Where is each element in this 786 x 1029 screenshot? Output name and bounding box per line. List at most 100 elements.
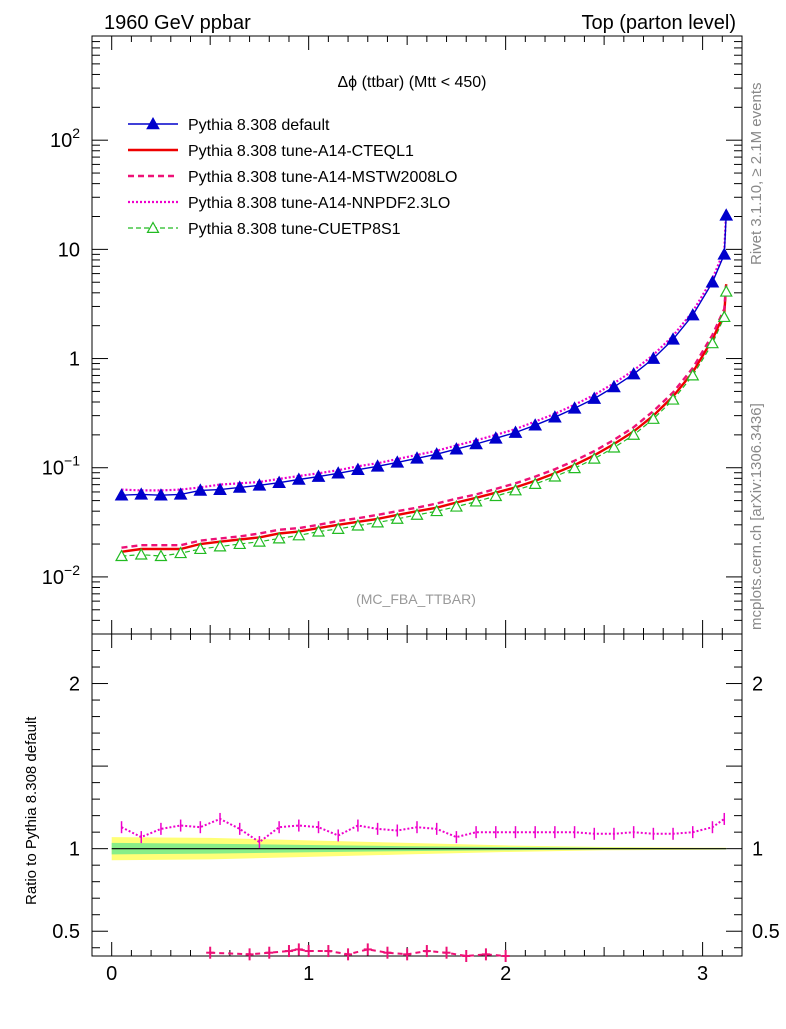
point-cuetp8s1: [134, 547, 148, 560]
point-cuetp8s1: [154, 549, 168, 562]
point-cuetp8s1: [390, 512, 404, 524]
legend: Pythia 8.308 default Pythia 8.308 tune-A1…: [128, 116, 457, 238]
point-cuetp8s1: [311, 524, 326, 537]
series-line-cuetp8s1: [121, 291, 727, 557]
y-tick-label: 10: [58, 239, 80, 261]
point-default: [213, 482, 227, 495]
ratio-y-tick-label: 1: [69, 839, 80, 861]
point-default: [607, 379, 621, 393]
point-default: [370, 459, 385, 472]
point-cuetp8s1: [272, 531, 286, 544]
ratio-frame: [91, 633, 743, 957]
ratio-ylabel: Ratio to Pythia 8.308 default: [23, 716, 40, 905]
ratio-y-tick-label-right: 1: [752, 839, 763, 861]
ratio-y-tick-label: 0.5: [52, 921, 80, 943]
legend-label-nnpdf: Pythia 8.308 tune-A14-NNPDF2.3LO: [188, 195, 450, 212]
x-tick-label: 0: [106, 963, 117, 985]
point-default: [528, 418, 543, 431]
point-cuetp8s1: [213, 539, 227, 552]
point-default: [717, 247, 732, 260]
point-default: [173, 487, 188, 500]
legend-label-default: Pythia 8.308 default: [188, 117, 330, 134]
point-default: [272, 475, 286, 488]
main-plot: 10−2 10−1 1 10 102: [42, 35, 743, 635]
point-cuetp8s1: [449, 499, 463, 512]
x-tick-label: 3: [697, 963, 708, 985]
point-default: [429, 447, 444, 460]
point-cuetp8s1: [568, 461, 582, 474]
point-default: [410, 451, 424, 464]
point-default: [193, 483, 208, 496]
point-cuetp8s1: [292, 528, 306, 541]
point-default: [291, 472, 306, 485]
point-default: [646, 351, 661, 364]
mcplots-label: mcplots.cern.ch [arXiv:1306.3436]: [748, 403, 765, 630]
ratio-y-tick-label: 2: [69, 674, 80, 696]
legend-label-mstw: Pythia 8.308 tune-A14-MSTW2008LO: [188, 169, 457, 186]
point-cuetp8s1: [528, 477, 542, 489]
analysis-tag: (MC_FBA_TTBAR): [356, 591, 476, 607]
point-default: [548, 410, 562, 423]
point-default: [587, 391, 602, 404]
point-cuetp8s1: [430, 504, 444, 517]
header-right: Top (parton level): [581, 12, 736, 34]
point-default: [232, 480, 247, 493]
point-cuetp8s1: [587, 451, 601, 464]
legend-marker-default: [146, 116, 160, 130]
legend-label-cuetp8s1: Pythia 8.308 tune-CUETP8S1: [188, 221, 401, 238]
point-default: [666, 332, 680, 345]
point-default: [508, 425, 523, 438]
ratio-line-mstw: [210, 948, 506, 958]
y-tick-label: 10−2: [42, 562, 80, 589]
legend-label-cteql1: Pythia 8.308 tune-A14-CTEQL1: [188, 143, 414, 160]
point-default: [114, 488, 129, 501]
point-default: [252, 478, 267, 491]
point-cuetp8s1: [174, 546, 188, 559]
point-cuetp8s1: [331, 522, 345, 534]
point-cuetp8s1: [607, 440, 621, 453]
point-cuetp8s1: [410, 508, 424, 520]
point-cuetp8s1: [371, 515, 385, 528]
point-default: [469, 436, 483, 450]
point-cuetp8s1: [666, 392, 680, 405]
ratio-line-nnpdf: [121, 817, 725, 844]
x-tick-label: 1: [303, 963, 314, 985]
point-cuetp8s1: [717, 310, 731, 323]
point-default: [685, 308, 700, 321]
ratio-plot: 0 1 2 3 0.5 0.5 1 1 2 2: [52, 633, 780, 985]
x-tick-label: 2: [500, 963, 511, 985]
point-default: [488, 431, 503, 444]
point-cuetp8s1: [351, 518, 365, 531]
point-default: [134, 487, 149, 500]
point-default: [390, 455, 405, 468]
point-default: [154, 488, 168, 501]
point-default: [331, 466, 346, 479]
ratio-y-tick-label-right: 2: [752, 674, 763, 696]
point-cuetp8s1: [489, 489, 503, 502]
header-left: 1960 GeV ppbar: [104, 12, 251, 34]
series-line-mstw: [121, 282, 728, 549]
point-cuetp8s1: [705, 336, 719, 349]
plot-title: Δϕ (ttbar) (Mtt < 450): [337, 74, 486, 91]
point-cuetp8s1: [193, 542, 207, 555]
point-default: [311, 469, 326, 482]
point-default: [626, 367, 641, 380]
point-cuetp8s1: [719, 284, 733, 297]
point-cuetp8s1: [508, 483, 523, 496]
point-cuetp8s1: [646, 412, 660, 424]
point-default: [351, 462, 365, 475]
point-cuetp8s1: [686, 368, 700, 381]
point-cuetp8s1: [548, 469, 562, 482]
rivet-label: Rivet 3.1.10, ≥ 2.1M events: [748, 83, 765, 266]
point-cuetp8s1: [252, 534, 266, 547]
ratio-y-tick-label-right: 0.5: [752, 921, 780, 943]
point-default: [719, 208, 734, 221]
point-default: [449, 442, 464, 455]
series-line-cteql1: [121, 284, 728, 553]
y-tick-label: 102: [50, 125, 80, 152]
point-cuetp8s1: [115, 549, 129, 562]
series-line-nnpdf: [121, 209, 728, 492]
point-cuetp8s1: [233, 537, 247, 550]
